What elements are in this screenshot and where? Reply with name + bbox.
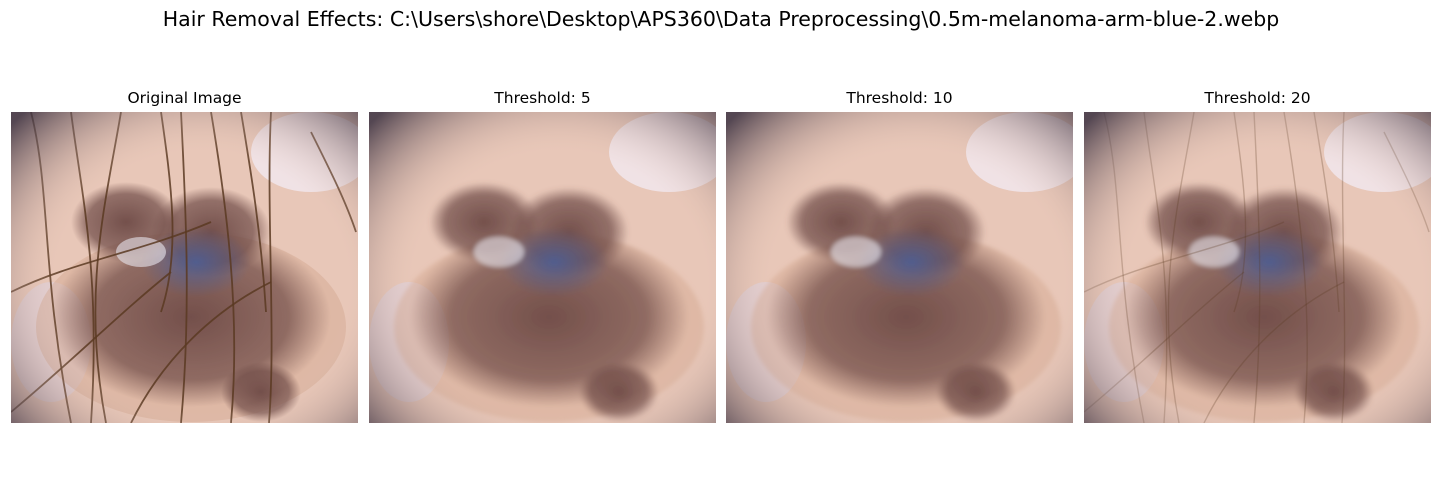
figure-suptitle: Hair Removal Effects: C:\Users\shore\Des… (162, 7, 1280, 31)
dermoscopy-image-threshold-20 (1084, 112, 1431, 423)
panel-title: Original Image (127, 89, 242, 107)
dermoscopy-image-original (11, 112, 358, 423)
panel-title: Threshold: 10 (846, 89, 953, 107)
panel-title: Threshold: 5 (494, 89, 591, 107)
panel-title: Threshold: 20 (1204, 89, 1311, 107)
dermoscopy-image-threshold-5 (369, 112, 716, 423)
dermoscopy-image-threshold-10 (726, 112, 1073, 423)
